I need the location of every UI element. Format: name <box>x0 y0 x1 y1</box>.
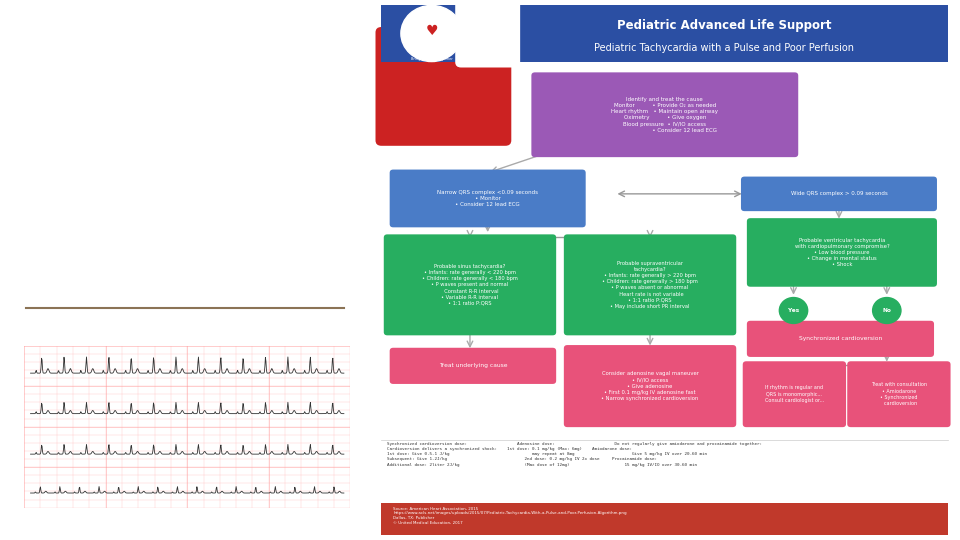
Text: Identify and treat the cause
Monitor          • Provide O₂ as needed
Heart rhyth: Identify and treat the cause Monitor • P… <box>612 97 718 133</box>
Text: Pediatric Tachycardia with a Pulse and Poor Perfusion: Pediatric Tachycardia with a Pulse and P… <box>594 43 853 52</box>
Circle shape <box>780 298 807 323</box>
Text: Probable ventricular tachycardia
with cardiopulmonary compromise?
• Low blood pr: Probable ventricular tachycardia with ca… <box>795 238 889 267</box>
Text: United
Medical
Education: United Medical Education <box>420 45 443 58</box>
FancyBboxPatch shape <box>741 177 937 211</box>
Text: Narrow QRS complex <0.09 seconds
• Monitor
• Consider 12 lead ECG: Narrow QRS complex <0.09 seconds • Monit… <box>437 190 539 207</box>
FancyBboxPatch shape <box>455 0 520 68</box>
FancyBboxPatch shape <box>747 218 937 287</box>
Text: ♥: ♥ <box>425 24 438 38</box>
Text: Tachycardia with
a Pulse and Poor
Perfusion: Tachycardia with a Pulse and Poor Perfus… <box>30 151 239 238</box>
Text: Synchronized cardioversion: Synchronized cardioversion <box>799 336 882 341</box>
Text: Synchronized cardioversion dose:                    Adenosine dose:             : Synchronized cardioversion dose: Adenosi… <box>387 442 762 467</box>
Text: Yes: Yes <box>788 308 799 313</box>
Text: Probable sinus tachycardia?
• Infants: rate generally < 220 bpm
• Children: rate: Probable sinus tachycardia? • Infants: r… <box>422 264 517 306</box>
Text: Source: American Heart Association, 2015
https://www.acls.net/images/uploads/201: Source: American Heart Association, 2015… <box>394 507 627 525</box>
Text: Consider adenosine vagal maneuver
• IV/IO access
• Give adenosine
• First 0.1 mg: Consider adenosine vagal maneuver • IV/I… <box>601 371 699 401</box>
FancyBboxPatch shape <box>848 361 950 427</box>
FancyBboxPatch shape <box>564 234 736 335</box>
FancyBboxPatch shape <box>564 345 736 427</box>
Text: Probable supraventricular
tachycardia?
• Infants: rate generally > 220 bpm
• Chi: Probable supraventricular tachycardia? •… <box>602 261 698 309</box>
FancyBboxPatch shape <box>381 5 948 62</box>
FancyBboxPatch shape <box>375 27 512 146</box>
Text: Treat with consultation
• Amiodarone
• Synchronized
  cardioversion: Treat with consultation • Amiodarone • S… <box>871 382 927 406</box>
FancyBboxPatch shape <box>743 361 846 427</box>
Circle shape <box>401 5 463 62</box>
FancyBboxPatch shape <box>532 72 798 157</box>
Text: Bringing Lives Together: Bringing Lives Together <box>411 57 452 60</box>
Circle shape <box>873 298 900 323</box>
FancyBboxPatch shape <box>390 170 586 227</box>
Text: Pediatric Advanced Life Support: Pediatric Advanced Life Support <box>616 19 831 32</box>
Text: Treat underlying cause: Treat underlying cause <box>439 363 507 368</box>
Text: If rhythm is regular and
QRS is monomorphic...
Consult cardiologist or...: If rhythm is regular and QRS is monomorp… <box>765 386 824 403</box>
FancyBboxPatch shape <box>747 321 934 357</box>
FancyBboxPatch shape <box>381 503 948 535</box>
FancyBboxPatch shape <box>390 348 556 384</box>
FancyBboxPatch shape <box>384 234 556 335</box>
Text: Wide QRS complex > 0.09 seconds: Wide QRS complex > 0.09 seconds <box>791 191 887 197</box>
Text: No: No <box>882 308 891 313</box>
